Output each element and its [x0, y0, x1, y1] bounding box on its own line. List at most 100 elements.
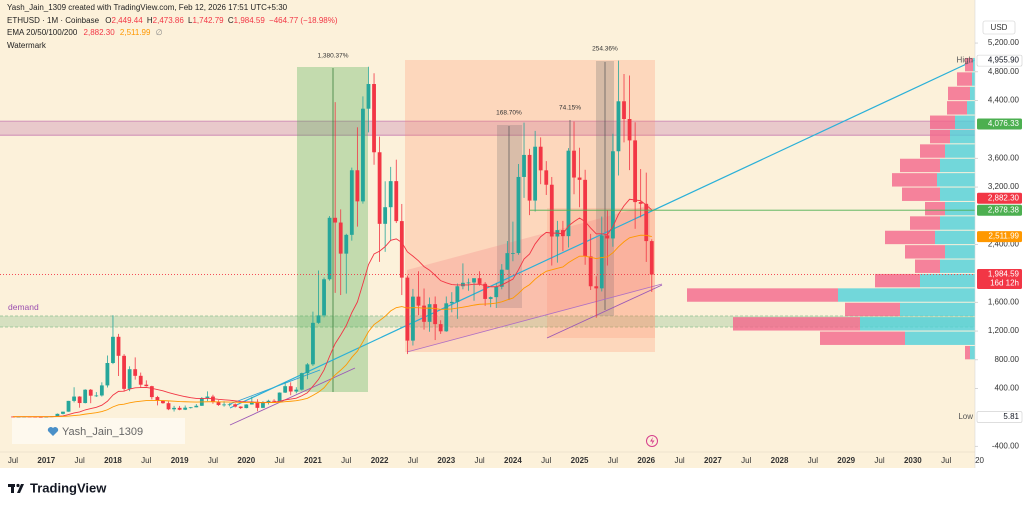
candle-body	[222, 404, 226, 406]
currency[interactable]: USD	[991, 23, 1008, 32]
ema-value: 2,511.99	[120, 28, 151, 37]
candle-body	[444, 303, 449, 332]
candle-body	[455, 286, 460, 302]
candle-body	[333, 217, 338, 223]
candle-body	[611, 151, 615, 239]
volume-down	[930, 115, 955, 129]
volume-down	[930, 129, 950, 144]
candle-body	[272, 400, 276, 402]
candle-body	[127, 369, 132, 389]
price-tag	[977, 204, 1022, 216]
price-tags: 4,955.90 High 4,076.33 2,882.30 2,878.38 2,51…	[957, 54, 1023, 423]
ohlc-key: C	[228, 16, 234, 25]
candle-body	[599, 235, 604, 289]
volume-up	[940, 187, 975, 201]
candle-body	[622, 101, 626, 119]
x-tick-label: Jul	[608, 456, 618, 465]
candle-body	[166, 403, 171, 410]
candle-body	[394, 181, 399, 222]
ema-value: 2,882.30	[84, 28, 116, 37]
candle-body	[427, 304, 432, 322]
x-tick-label: 20	[975, 456, 984, 465]
volume-up	[970, 86, 975, 101]
price-tag-sub: 16d 12h	[990, 279, 1019, 288]
ohlc-key: L	[188, 16, 193, 25]
candle-body	[55, 413, 60, 417]
y-tick-label: 800.00	[995, 355, 1020, 364]
candle-body	[499, 269, 504, 287]
candle-body	[38, 416, 43, 418]
x-tick-label: Jul	[274, 456, 284, 465]
volume-up	[838, 288, 975, 302]
candles	[11, 60, 654, 418]
price-tag-label: 1,984.59	[988, 270, 1020, 279]
measure-label: 254.36%	[592, 46, 618, 53]
volume-up	[940, 158, 975, 173]
candle-body	[227, 404, 232, 406]
x-tick-label: Jul	[341, 456, 351, 465]
axes: 5,200.00 4,800.00 4,400.00 3,600.00 3,200.00…	[8, 38, 1020, 465]
candle-body	[527, 154, 532, 201]
candle-body	[277, 392, 282, 402]
candle-body	[494, 286, 499, 298]
currency-box[interactable]	[982, 20, 1016, 35]
x-tick-label: 2017	[37, 456, 55, 465]
volume-down	[957, 72, 972, 86]
ohlc-value: 1,742.79	[192, 16, 224, 25]
volume-up	[945, 245, 975, 259]
candle-body	[149, 386, 154, 398]
x-tick-label: 2026	[637, 456, 655, 465]
volume-up	[900, 302, 975, 317]
candle-body	[466, 282, 471, 284]
volume-down	[687, 288, 838, 302]
candle-body	[388, 181, 393, 208]
candle-body	[566, 150, 571, 237]
candle-body	[416, 296, 421, 306]
x-tick-label: 2021	[304, 456, 322, 465]
volume-down	[925, 201, 945, 216]
y-tick-label: 4,400.00	[988, 96, 1020, 105]
candle-body	[505, 253, 510, 270]
volume-down	[915, 259, 940, 273]
x-tick-label: Jul	[941, 456, 951, 465]
ohlc-key: H	[147, 16, 153, 25]
change: −464.77 (−18.98%)	[269, 16, 338, 25]
candle-body	[616, 101, 621, 152]
measure-label: 74.15%	[559, 105, 581, 112]
volume-profile	[687, 57, 975, 360]
candle-body	[594, 286, 599, 289]
candle-body	[638, 202, 643, 204]
watermark-legend: Watermark	[7, 41, 47, 50]
candle-body	[172, 407, 176, 410]
candle-body	[177, 407, 182, 410]
candle-body	[433, 304, 438, 325]
candle-body	[66, 400, 71, 412]
candle-body	[211, 396, 215, 402]
candle-body	[283, 386, 288, 393]
candle-body	[488, 297, 493, 299]
ema-value: ∅	[156, 28, 163, 37]
candle-body	[572, 150, 576, 178]
volume-up	[950, 129, 975, 144]
candle-body	[255, 401, 260, 408]
volume-down	[910, 216, 940, 230]
event-icon[interactable]	[646, 435, 658, 447]
x-tick-label: Jul	[674, 456, 684, 465]
channel-line	[406, 283, 663, 353]
heart-icon	[47, 427, 59, 436]
author-badge	[12, 418, 185, 444]
channel-line	[229, 367, 356, 426]
zone-label: demand	[8, 302, 39, 312]
ohlc-key: O	[105, 16, 111, 25]
measure-label: 1,380.37%	[317, 53, 348, 60]
candle-body	[61, 411, 65, 414]
candle-body	[372, 84, 376, 153]
ohlc-value: 1,984.59	[234, 16, 266, 25]
candle-body	[88, 389, 93, 396]
price-tag-label: 4,076.33	[988, 119, 1020, 128]
volume-up	[973, 57, 975, 72]
volume-up	[937, 173, 975, 187]
candle-body	[105, 363, 110, 386]
candle-body	[288, 386, 293, 392]
ohlc-value: 2,473.86	[153, 16, 185, 25]
